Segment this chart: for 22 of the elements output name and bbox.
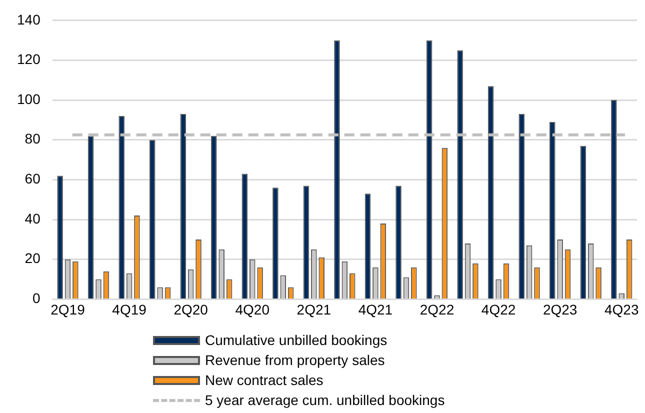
legend-label: New contract sales <box>205 371 324 390</box>
x-tick-label: 2Q21 <box>296 301 332 318</box>
x-tick-label: 4Q22 <box>481 301 516 318</box>
y-tick-label: 60 <box>24 170 41 187</box>
x-tick-label: 4Q19 <box>112 301 147 318</box>
x-tick-label: 4Q23 <box>604 301 639 318</box>
x-tick-label: 2Q19 <box>50 301 86 318</box>
y-tick-label: 40 <box>24 210 41 226</box>
x-tick-label: 4Q21 <box>358 301 393 318</box>
y-tick-label: 140 <box>17 11 41 28</box>
y-tick-label: 100 <box>17 90 41 107</box>
legend-label: Revenue from property sales <box>205 351 385 370</box>
y-tick-label: 0 <box>32 290 41 306</box>
x-tick-label: 2Q23 <box>542 301 578 318</box>
x-tick-label: 4Q20 <box>235 301 270 318</box>
x-tick-label: 2Q22 <box>420 301 454 318</box>
y-tick-label: 20 <box>24 250 41 266</box>
y-tick-label: 120 <box>17 51 41 68</box>
legend-label: Cumulative unbilled bookings <box>205 331 388 350</box>
x-tick-label: 2Q20 <box>174 301 208 318</box>
y-tick-label: 80 <box>24 130 41 147</box>
legend-label: 5 year average cum. unbilled bookings <box>205 391 445 410</box>
